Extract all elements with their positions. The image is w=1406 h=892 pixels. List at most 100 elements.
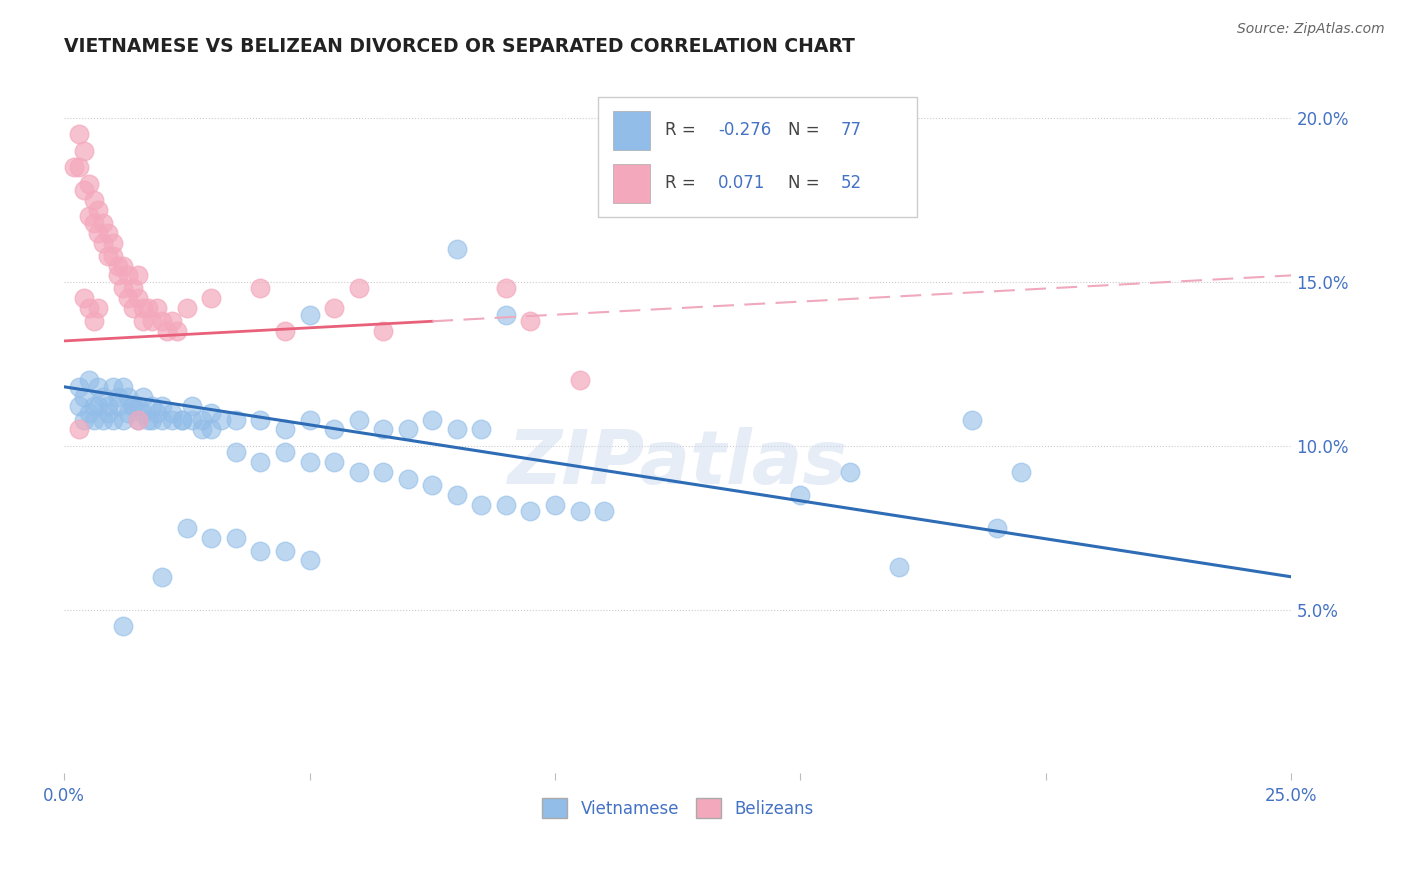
Point [274, 445, 297, 459]
Text: N =: N = [789, 174, 825, 192]
Point [568, 504, 591, 518]
Point [107, 390, 129, 404]
Point [789, 488, 811, 502]
Point [150, 314, 173, 328]
Point [544, 498, 567, 512]
Point [97, 400, 120, 414]
Point [73, 183, 96, 197]
Point [121, 400, 143, 414]
Point [117, 390, 139, 404]
Point [117, 268, 139, 283]
Point [347, 412, 370, 426]
Point [136, 412, 159, 426]
Point [323, 455, 346, 469]
Point [107, 268, 129, 283]
Point [111, 412, 134, 426]
Point [249, 543, 271, 558]
Point [347, 465, 370, 479]
Point [420, 478, 443, 492]
Point [97, 406, 120, 420]
Point [838, 465, 860, 479]
Point [495, 498, 517, 512]
Point [141, 314, 163, 328]
Point [77, 210, 100, 224]
Point [519, 504, 541, 518]
Point [83, 314, 105, 328]
Point [298, 308, 321, 322]
Point [249, 455, 271, 469]
Point [127, 412, 149, 426]
Point [131, 301, 153, 315]
Point [1010, 465, 1032, 479]
Point [87, 400, 110, 414]
Point [150, 570, 173, 584]
Point [131, 406, 153, 420]
Point [446, 488, 468, 502]
Point [87, 380, 110, 394]
Point [97, 226, 120, 240]
Point [396, 471, 419, 485]
FancyBboxPatch shape [598, 97, 917, 217]
Point [91, 412, 114, 426]
Point [150, 412, 173, 426]
Point [117, 406, 139, 420]
Text: 52: 52 [841, 174, 862, 192]
Point [200, 422, 222, 436]
Point [77, 373, 100, 387]
Point [83, 412, 105, 426]
Point [107, 259, 129, 273]
FancyBboxPatch shape [613, 164, 650, 202]
Point [298, 455, 321, 469]
Point [593, 504, 616, 518]
Point [225, 412, 247, 426]
Point [274, 422, 297, 436]
Point [83, 193, 105, 207]
Point [160, 412, 183, 426]
Point [63, 161, 86, 175]
Point [73, 412, 96, 426]
Point [200, 406, 222, 420]
Point [111, 619, 134, 633]
Point [67, 161, 90, 175]
Text: R =: R = [665, 120, 702, 138]
Point [121, 301, 143, 315]
Point [121, 400, 143, 414]
Point [190, 412, 212, 426]
Point [131, 390, 153, 404]
Point [83, 400, 105, 414]
Point [117, 291, 139, 305]
Point [121, 281, 143, 295]
Text: N =: N = [789, 120, 825, 138]
Point [373, 324, 395, 338]
Point [347, 281, 370, 295]
Point [131, 314, 153, 328]
Point [225, 531, 247, 545]
Point [77, 301, 100, 315]
Point [141, 412, 163, 426]
Point [446, 422, 468, 436]
Point [91, 216, 114, 230]
Point [495, 281, 517, 295]
Point [519, 314, 541, 328]
Point [420, 412, 443, 426]
Point [200, 291, 222, 305]
Point [180, 412, 202, 426]
Point [136, 301, 159, 315]
Point [373, 465, 395, 479]
Point [373, 422, 395, 436]
Text: Source: ZipAtlas.com: Source: ZipAtlas.com [1237, 22, 1385, 37]
Point [160, 314, 183, 328]
Point [170, 412, 193, 426]
Point [323, 301, 346, 315]
Legend: Vietnamese, Belizeans: Vietnamese, Belizeans [536, 791, 820, 825]
Point [298, 553, 321, 567]
Point [190, 422, 212, 436]
Text: 77: 77 [841, 120, 862, 138]
Point [298, 412, 321, 426]
Point [962, 412, 984, 426]
Point [887, 560, 910, 574]
Point [170, 412, 193, 426]
Point [73, 291, 96, 305]
Point [249, 281, 271, 295]
Point [91, 235, 114, 250]
